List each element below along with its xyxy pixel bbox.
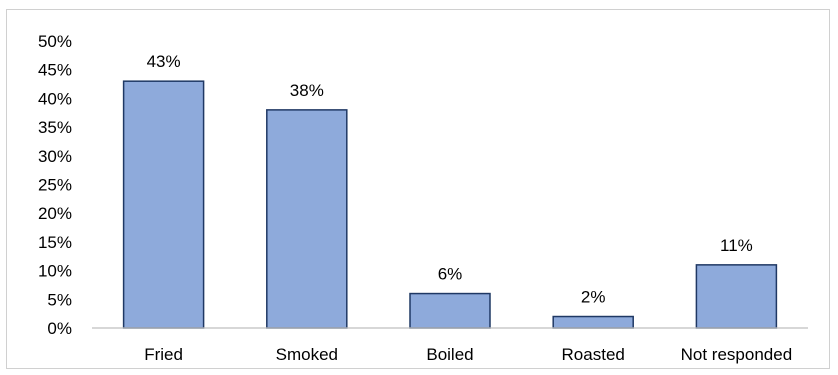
- bar: [695, 264, 778, 329]
- x-tick-label: Roasted: [562, 345, 625, 364]
- y-tick-label: 0%: [47, 319, 72, 338]
- data-label: 6%: [438, 265, 463, 284]
- x-axis-tick-labels: Fried Smoked Boiled Roasted Not responded: [144, 345, 792, 364]
- data-label: 38%: [290, 81, 324, 100]
- y-tick-label: 15%: [38, 233, 72, 252]
- y-tick-label: 30%: [38, 147, 72, 166]
- data-labels: 43% 38% 6% 2% 11%: [147, 52, 753, 306]
- y-tick-label: 40%: [38, 89, 72, 108]
- data-label: 43%: [147, 52, 181, 71]
- bar: [552, 315, 634, 329]
- x-tick-label: Fried: [144, 345, 183, 364]
- y-tick-label: 5%: [47, 290, 72, 309]
- y-tick-label: 45%: [38, 61, 72, 80]
- y-tick-label: 50%: [38, 32, 72, 51]
- y-tick-label: 20%: [38, 204, 72, 223]
- y-tick-label: 35%: [38, 118, 72, 137]
- bars: [122, 80, 778, 329]
- x-tick-label: Not responded: [681, 345, 793, 364]
- y-axis-tick-labels: 0% 5% 10% 15% 20% 25% 30% 35% 40% 45% 50%: [38, 32, 72, 338]
- bar: [409, 292, 491, 329]
- x-tick-label: Smoked: [276, 345, 338, 364]
- bar: [122, 80, 205, 329]
- bar: [266, 109, 348, 329]
- y-tick-label: 25%: [38, 176, 72, 195]
- data-label: 2%: [581, 288, 606, 307]
- x-tick-label: Boiled: [426, 345, 473, 364]
- y-tick-label: 10%: [38, 262, 72, 281]
- data-label: 11%: [720, 236, 753, 255]
